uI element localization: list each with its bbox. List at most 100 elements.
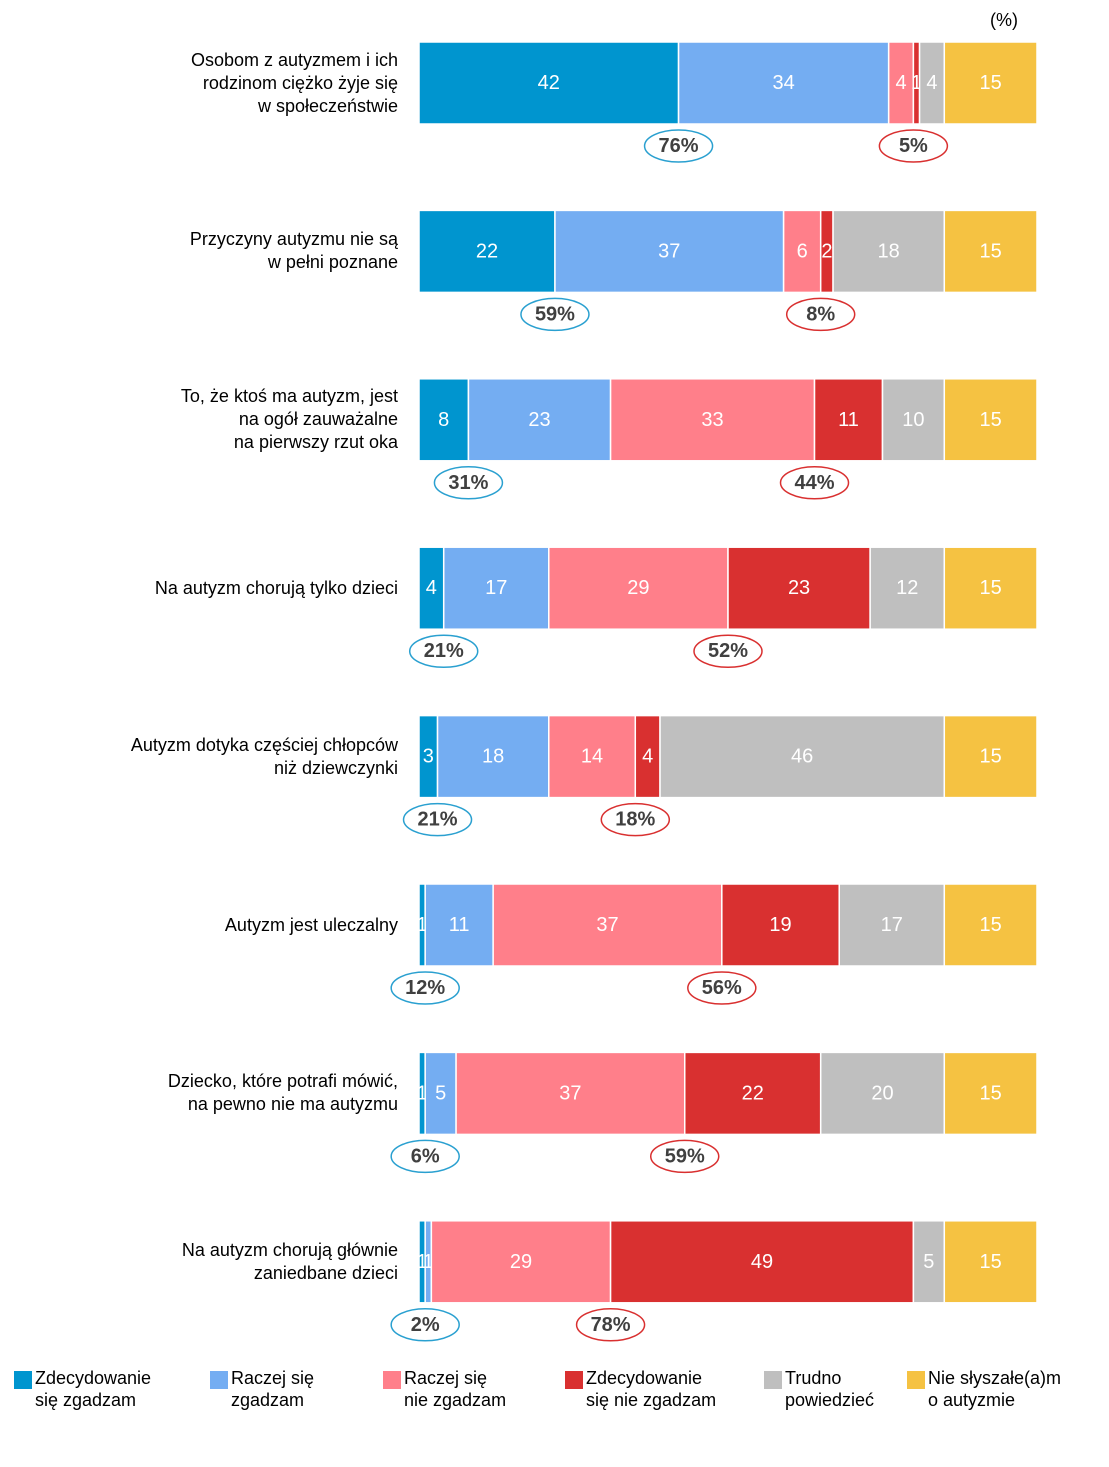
legend-swatch: [383, 1371, 401, 1389]
bar-segment: [887, 41, 915, 125]
bar-segment: [943, 714, 1038, 799]
segment-label: 2: [821, 240, 832, 262]
bar-segment: [832, 209, 946, 294]
total-label: 78%: [591, 1314, 631, 1336]
total-ellipse: [390, 971, 460, 1005]
bar-segment: [677, 41, 890, 125]
total-ellipse: [575, 1308, 646, 1342]
category-label: Autyzm jest uleczalny: [224, 914, 398, 935]
bar-segment: [881, 378, 946, 462]
segment-label: 1: [423, 1251, 434, 1273]
total-ellipse: [643, 129, 714, 163]
legend-label: Nie słyszałe(a)m o autyzmie: [928, 1368, 1062, 1410]
category-label: Dziecko, które potrafi mówić, na pewno n…: [167, 1071, 398, 1115]
bar-segment: [727, 546, 871, 630]
segment-label: 15: [980, 577, 1002, 599]
segment-label: 15: [980, 746, 1002, 768]
total-label: 5%: [899, 135, 928, 157]
segment-label: 12: [896, 577, 918, 599]
segment-label: 49: [751, 1251, 773, 1273]
total-ellipse: [520, 297, 590, 332]
total-ellipse: [402, 802, 473, 837]
segment-label: 17: [485, 577, 507, 599]
bar-segment: [548, 714, 637, 799]
legend-swatch: [210, 1371, 228, 1389]
total-label: 2%: [411, 1314, 440, 1336]
bar-segment: [943, 41, 1038, 125]
bar-segment: [943, 883, 1038, 967]
segment-label: 23: [528, 409, 550, 431]
total-ellipse: [649, 1139, 720, 1174]
segment-label: 29: [627, 577, 649, 599]
bar-segment: [554, 209, 785, 294]
total-ellipse: [390, 1308, 460, 1342]
segment-label: 37: [596, 914, 618, 936]
segment-label: 4: [426, 577, 437, 599]
total-label: 59%: [665, 1145, 705, 1167]
segment-label: 1: [417, 914, 428, 936]
segment-label: 34: [772, 72, 794, 94]
bar-segment: [912, 1220, 946, 1304]
segment-label: 3: [423, 746, 434, 768]
total-label: 6%: [411, 1145, 440, 1167]
segment-label: 18: [482, 746, 504, 768]
total-ellipse: [433, 466, 504, 500]
category-label: Na autyzm chorują tylko dzieci: [154, 577, 398, 598]
segment-label: 15: [980, 72, 1002, 94]
segment-label: 6: [797, 240, 808, 262]
total-label: 76%: [659, 135, 699, 157]
total-label: 44%: [795, 472, 835, 494]
bar-segment: [943, 546, 1038, 630]
total-label: 18%: [615, 809, 655, 831]
segment-label: 15: [980, 240, 1002, 262]
bar-segment: [918, 41, 946, 125]
category-label: Autyzm dotyka częściej chłopców niż dzie…: [130, 734, 398, 778]
total-label: 31%: [448, 472, 488, 494]
segment-label: 8: [438, 409, 449, 431]
category-label: Na autyzm chorują głównie zaniedbane dzi…: [181, 1239, 398, 1283]
bar-segment: [436, 714, 550, 799]
category-label: To, że ktoś ma autyzm, jest na ogół zauw…: [180, 386, 398, 453]
total-ellipse: [779, 466, 850, 500]
legend-label: Raczej się zgadzam: [231, 1368, 315, 1410]
bar-segment: [721, 883, 840, 967]
bar-segment: [943, 378, 1038, 462]
bar-segment: [418, 41, 680, 125]
bar-segment: [418, 209, 556, 294]
segment-label: 17: [881, 914, 903, 936]
segment-label: 4: [926, 72, 937, 94]
segment-label: 22: [742, 1082, 764, 1104]
legend-swatch: [565, 1371, 583, 1389]
segment-label: 10: [902, 409, 924, 431]
segment-label: 14: [581, 746, 603, 768]
total-label: 21%: [424, 640, 464, 662]
segment-label: 5: [923, 1251, 934, 1273]
legend-label: Zdecydowanie się zgadzam: [35, 1368, 152, 1410]
segment-label: 46: [791, 746, 813, 768]
total-label: 8%: [806, 303, 835, 325]
legend-swatch: [14, 1371, 32, 1389]
total-label: 12%: [405, 977, 445, 999]
bar-segment: [782, 209, 822, 294]
total-ellipse: [878, 129, 949, 163]
bar-segment: [813, 378, 884, 462]
segment-label: 22: [476, 240, 498, 262]
segment-label: 4: [642, 746, 653, 768]
legend-swatch: [764, 1371, 782, 1389]
bar-segment: [609, 1220, 915, 1304]
total-label: 52%: [708, 640, 748, 662]
total-ellipse: [785, 297, 856, 332]
segment-label: 15: [980, 409, 1002, 431]
total-ellipse: [687, 971, 757, 1005]
bar-segment: [418, 546, 445, 630]
bar-segment: [634, 714, 661, 799]
segment-label: 4: [895, 72, 906, 94]
segment-label: 37: [559, 1082, 581, 1104]
total-label: 59%: [535, 303, 575, 325]
segment-label: 1: [417, 1251, 428, 1273]
legend-label: Trudno powiedzieć: [785, 1368, 875, 1410]
bar-segment: [869, 546, 946, 630]
total-ellipse: [390, 1139, 460, 1174]
